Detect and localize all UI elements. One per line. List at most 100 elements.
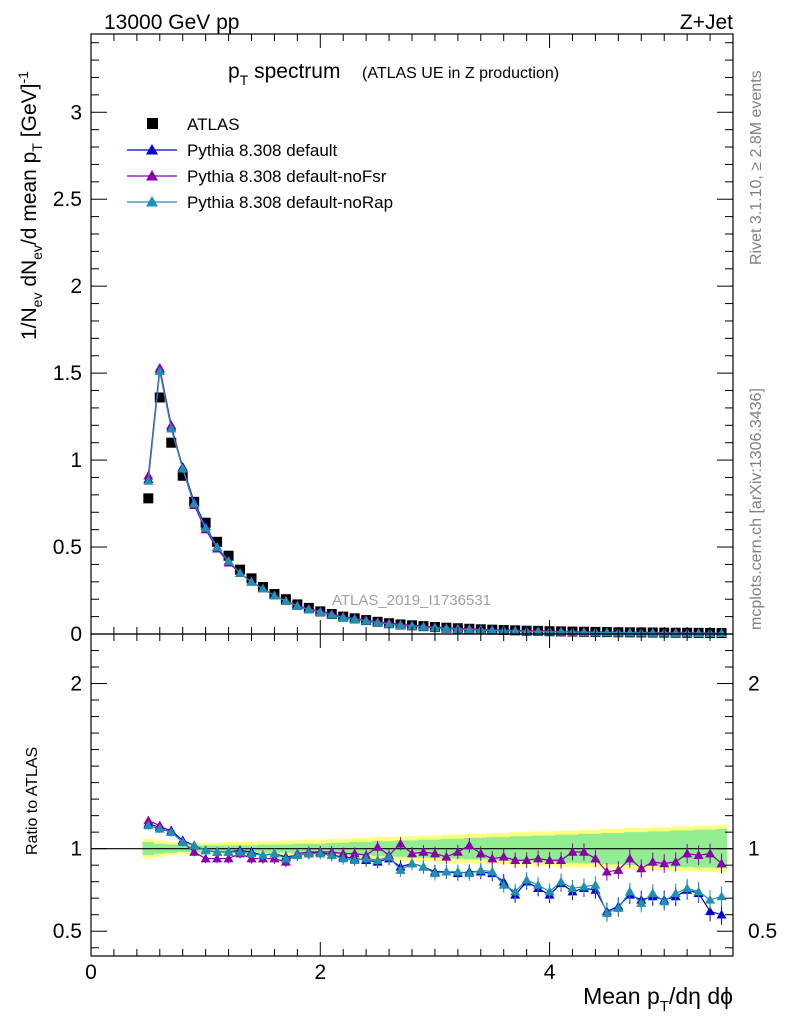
rivet-version-label: Rivet 3.1.10, ≥ 2.8M events (748, 70, 765, 265)
x-tick-label: 4 (544, 961, 556, 984)
ratio-point-2 (441, 851, 452, 861)
ratio-point-3 (315, 848, 326, 858)
data-point-atlas (143, 493, 154, 504)
data-point-3 (361, 615, 372, 625)
ratio-point-3 (235, 846, 246, 856)
ratio-point-3 (338, 853, 349, 863)
ratio-point-2 (578, 846, 589, 856)
ratio-point-3 (326, 850, 337, 860)
ratio-point-3 (567, 883, 578, 893)
legend-marker-3 (146, 196, 158, 207)
ratio-point-3 (349, 855, 360, 864)
x-tick-label: 0 (85, 961, 97, 984)
data-point-3 (384, 619, 395, 628)
ratio-point-2 (223, 853, 234, 863)
axes-ticks: 0 2 400.511.522.530.5 0.51 12 2 (53, 34, 777, 984)
ratio-point-3 (578, 881, 589, 891)
ratio-point-3 (498, 879, 509, 889)
ratio-point-3 (418, 861, 429, 871)
data-point-3 (280, 595, 291, 605)
ratio-point-2 (143, 815, 154, 825)
data-point-3 (407, 621, 417, 630)
data-point-3 (464, 624, 475, 634)
ratio-point-2 (693, 850, 704, 860)
ratio-point-3 (452, 866, 463, 876)
ratio-point-3 (601, 908, 612, 917)
ratio-point-3 (143, 820, 154, 830)
ratio-point-3 (636, 898, 647, 907)
ratio-point-3 (154, 823, 165, 833)
ratio-point-2 (647, 856, 658, 866)
ratio-point-2 (189, 846, 200, 856)
legend-marker-1 (146, 144, 158, 155)
ratio-point-2 (452, 846, 463, 856)
data-point-atlas (212, 536, 223, 547)
y-tick-label: 1 (70, 449, 82, 472)
ratio-plot-frame (90, 633, 734, 957)
y-tick-label: 2 (70, 275, 82, 298)
ratio-point-2 (544, 855, 555, 864)
ratio-point-2 (464, 840, 475, 850)
ratio-point-2 (670, 856, 681, 866)
ratio-point-3 (246, 848, 257, 858)
data-point-3 (235, 568, 246, 577)
ratio-point-3 (441, 866, 452, 876)
legend-label-1: Pythia 8.308 default (187, 141, 338, 160)
data-point-3 (510, 626, 521, 635)
ratio-point-3 (384, 851, 395, 861)
ratio-point-3 (303, 848, 314, 858)
ratio-point-3 (510, 886, 521, 896)
data-point-atlas (166, 437, 177, 448)
ratio-point-2 (705, 848, 716, 858)
ratio-point-3 (556, 876, 567, 886)
ratio-point-3 (544, 886, 555, 896)
y-tick-label: 0.5 (53, 536, 82, 559)
ratio-point-3 (705, 894, 716, 904)
legend-label-0: ATLAS (187, 115, 240, 134)
ratio-point-3 (166, 827, 177, 836)
data-point-3 (315, 607, 326, 617)
data-point-3 (372, 617, 383, 627)
ratio-point-2 (498, 851, 509, 861)
data-point-3 (670, 628, 681, 637)
data-point-3 (487, 625, 498, 635)
ratio-plot-area (143, 815, 727, 925)
ratio-point-3 (269, 848, 280, 858)
y-axis-label: 1/Nev dNev/d mean pT [GeV]-1 (15, 71, 45, 340)
ratio-point-3 (624, 886, 635, 896)
data-point-3 (303, 604, 314, 614)
legend-label-2: Pythia 8.308 default-noFsr (187, 167, 387, 186)
data-point-3 (246, 576, 257, 586)
ratio-point-3 (280, 853, 291, 863)
header-process-label: Z+Jet (680, 11, 733, 34)
ratio-point-2 (487, 853, 498, 863)
data-point-3 (177, 463, 188, 473)
ratio-point-3 (212, 846, 223, 856)
data-point-atlas (154, 392, 165, 403)
data-point-3 (166, 423, 177, 433)
ratio-point-2 (418, 846, 429, 856)
ratio-point-3 (177, 837, 188, 846)
analysis-watermark: ATLAS_2019_I1736531 (332, 592, 491, 609)
ratio-point-2 (200, 853, 211, 863)
ratio-point-3 (487, 866, 498, 876)
ratio-point-2 (624, 853, 635, 863)
main-plot-marks (143, 362, 727, 639)
ratio-y-tick-label-right: 1 (748, 838, 760, 861)
x-axis-label: Mean pT/dη dϕ (583, 983, 733, 1015)
data-point-3 (395, 620, 406, 630)
data-point-3 (441, 623, 452, 633)
ratio-point-3 (429, 868, 440, 878)
data-point-3 (349, 614, 360, 623)
ratio-point-3 (200, 845, 211, 855)
legend-label-3: Pythia 8.308 default-noRap (187, 193, 393, 212)
data-point-3 (326, 609, 337, 619)
chart-title: pT spectrum (228, 60, 340, 88)
header-energy-label: 13000 GeV pp (104, 11, 239, 34)
ratio-point-3 (716, 891, 727, 901)
ratio-point-2 (613, 865, 624, 874)
ratio-y-tick-label: 2 (70, 673, 82, 696)
data-point-3 (716, 628, 727, 638)
data-point-3 (223, 555, 234, 565)
ratio-point-2 (556, 855, 567, 864)
